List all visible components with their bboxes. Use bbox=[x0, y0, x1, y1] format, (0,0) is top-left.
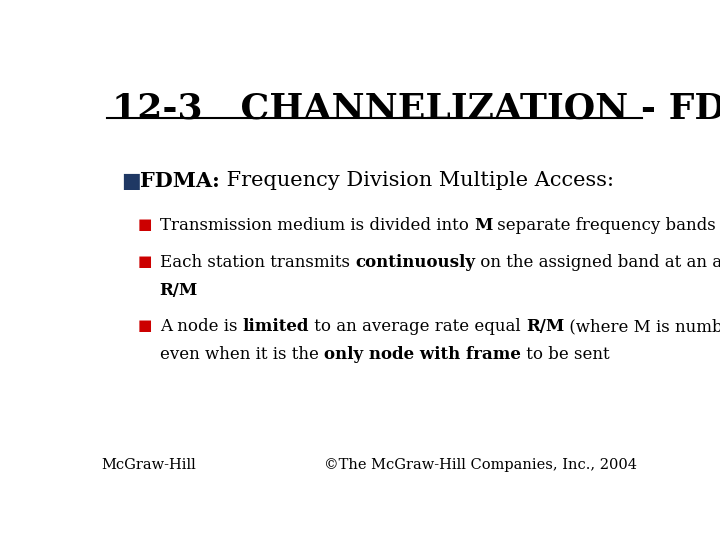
Text: R/M: R/M bbox=[526, 319, 564, 335]
Text: R/M: R/M bbox=[160, 282, 198, 299]
Text: limited: limited bbox=[243, 319, 309, 335]
Text: ■: ■ bbox=[121, 171, 140, 191]
Text: Each station transmits: Each station transmits bbox=[160, 254, 355, 271]
Text: A node is: A node is bbox=[160, 319, 243, 335]
Text: ©The McGraw-Hill Companies, Inc., 2004: ©The McGraw-Hill Companies, Inc., 2004 bbox=[324, 458, 637, 472]
Text: ■: ■ bbox=[138, 254, 152, 269]
Text: 12-3   CHANNELIZATION - FDMA: 12-3 CHANNELIZATION - FDMA bbox=[112, 92, 720, 126]
Text: FDMA:: FDMA: bbox=[140, 171, 220, 191]
Text: McGraw-Hill: McGraw-Hill bbox=[101, 458, 196, 472]
Text: continuously: continuously bbox=[355, 254, 475, 271]
Text: Transmission medium is divided into: Transmission medium is divided into bbox=[160, 217, 474, 234]
Text: ■: ■ bbox=[138, 217, 152, 232]
Text: ■: ■ bbox=[138, 319, 152, 333]
Text: on the assigned band at an average rate of: on the assigned band at an average rate … bbox=[475, 254, 720, 271]
Text: even when it is the: even when it is the bbox=[160, 346, 324, 363]
Text: to an average rate equal: to an average rate equal bbox=[309, 319, 526, 335]
Text: to be sent: to be sent bbox=[521, 346, 609, 363]
Text: only node with frame: only node with frame bbox=[324, 346, 521, 363]
Text: Frequency Division Multiple Access:: Frequency Division Multiple Access: bbox=[220, 171, 614, 190]
Text: (where M is number of nodes): (where M is number of nodes) bbox=[564, 319, 720, 335]
Text: M: M bbox=[474, 217, 492, 234]
Text: separate frequency bands: separate frequency bands bbox=[492, 217, 716, 234]
